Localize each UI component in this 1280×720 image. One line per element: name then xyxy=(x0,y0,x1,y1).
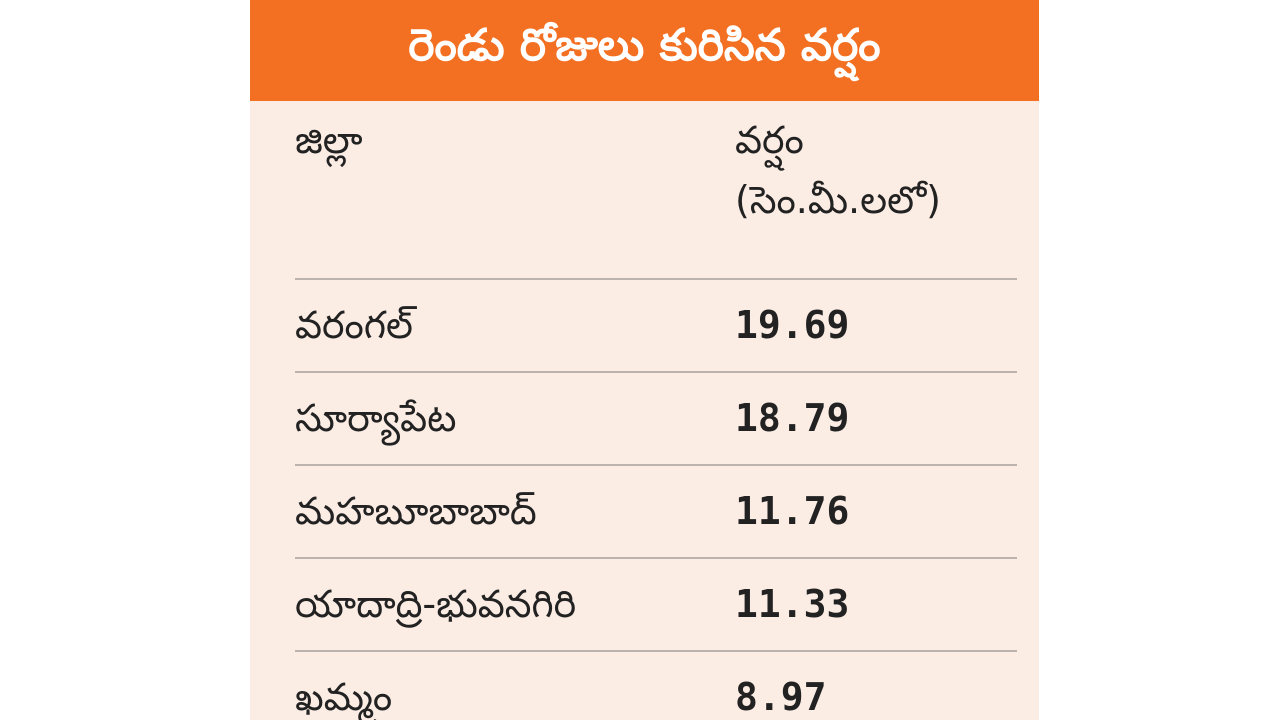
district-cell: ఖమ్మం xyxy=(295,650,735,720)
table-body: జిల్లా వర్షం (సెం.మీ.లలో) వరంగల్ 19.69 సూర్… xyxy=(295,118,1017,720)
district-cell: సూర్యాపేట xyxy=(295,371,735,465)
table-card: రెండు రోజులు కురిసిన వర్షం జిల్లా వర్షం (… xyxy=(250,0,1039,720)
table-row: సూర్యాపేట 18.79 xyxy=(295,371,1017,465)
column-header: వర్షం (సెం.మీ.లలో) xyxy=(735,118,1017,279)
table-row: ఖమ్మం 8.97 xyxy=(295,650,1017,720)
rainfall-cell: 18.79 xyxy=(735,371,1017,465)
column-header-text: వర్షం xyxy=(735,118,804,162)
column-unit: (సెం.మీ.లలో) xyxy=(735,178,941,222)
table-row: యాదాద్రి-భువనగిరి 11.33 xyxy=(295,557,1017,651)
rainfall-cell: 11.33 xyxy=(735,557,1017,651)
table-row: వరంగల్ 19.69 xyxy=(295,278,1017,372)
rainfall-table: జిల్లా వర్షం (సెం.మీ.లలో) వరంగల్ 19.69 సూర్… xyxy=(295,118,1017,720)
rainfall-cell: 8.97 xyxy=(735,650,1017,720)
table-row: మహబూబాబాద్ 11.76 xyxy=(295,464,1017,558)
column-header: జిల్లా xyxy=(295,118,363,162)
rainfall-cell: 19.69 xyxy=(735,278,1017,372)
rainfall-cell: 11.76 xyxy=(735,464,1017,558)
header-row: జిల్లా వర్షం (సెం.మీ.లలో) xyxy=(295,118,1017,279)
district-cell: వరంగల్ xyxy=(295,278,735,372)
district-cell: మహబూబాబాద్ xyxy=(295,464,735,558)
district-cell: యాదాద్రి-భువనగిరి xyxy=(295,557,735,651)
title: రెండు రోజులు కురిసిన వర్షం xyxy=(250,0,1039,101)
